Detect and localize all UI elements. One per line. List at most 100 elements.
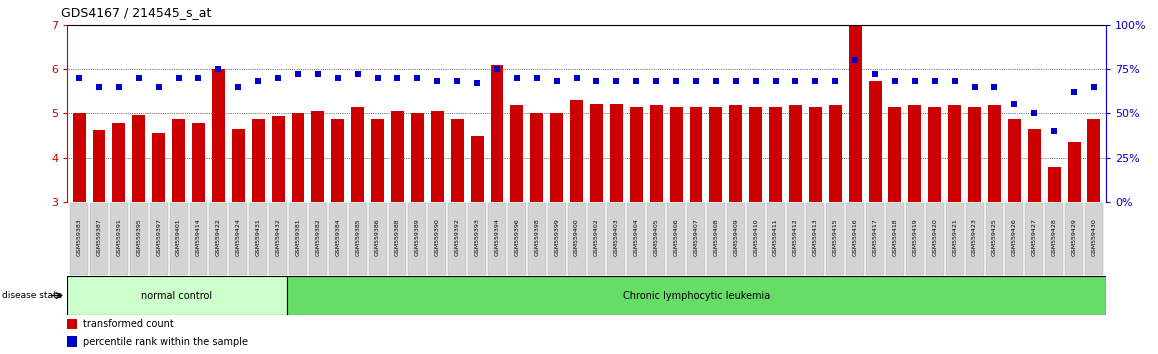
Point [428, 79, 447, 84]
Bar [1046, 202, 1063, 275]
Point [349, 72, 367, 77]
Bar [866, 202, 884, 275]
Bar [1025, 202, 1043, 275]
Text: GSM559413: GSM559413 [813, 218, 818, 256]
Point [687, 79, 705, 84]
Text: GSM559422: GSM559422 [215, 218, 221, 256]
Bar [786, 202, 805, 275]
Bar [587, 202, 606, 275]
Point [626, 79, 645, 84]
Bar [868, 81, 881, 202]
Bar [789, 105, 802, 202]
Point [726, 79, 745, 84]
Bar [730, 105, 742, 202]
Bar [548, 202, 565, 275]
Bar [290, 202, 307, 275]
Text: GSM559408: GSM559408 [713, 219, 718, 256]
Point [548, 79, 566, 84]
Point [1085, 84, 1104, 90]
Text: Chronic lymphocytic leukemia: Chronic lymphocytic leukemia [623, 291, 770, 301]
Bar [829, 105, 842, 202]
Bar [849, 9, 862, 202]
Bar [567, 202, 586, 275]
Bar [470, 136, 484, 202]
Text: GSM559404: GSM559404 [633, 218, 639, 256]
Bar [1005, 202, 1024, 275]
Bar [269, 202, 287, 275]
Text: GSM559386: GSM559386 [375, 219, 380, 256]
Text: GSM559410: GSM559410 [753, 219, 758, 256]
Bar [1068, 142, 1080, 202]
Bar [251, 119, 265, 202]
Point [110, 84, 129, 90]
Point [747, 79, 765, 84]
Text: GSM559388: GSM559388 [395, 219, 400, 256]
Point [288, 72, 307, 77]
Point [229, 84, 248, 90]
Point [507, 75, 526, 81]
Point [706, 79, 725, 84]
Bar [292, 113, 305, 202]
Point [210, 66, 228, 72]
Point [249, 79, 267, 84]
Bar [468, 202, 486, 275]
Text: GSM559402: GSM559402 [594, 218, 599, 256]
Point [966, 84, 984, 90]
Bar [528, 202, 545, 275]
Bar [192, 123, 205, 202]
Bar [409, 202, 426, 275]
Bar [312, 111, 324, 202]
Text: GSM559430: GSM559430 [1092, 218, 1097, 256]
Bar [67, 319, 78, 329]
Text: GSM559397: GSM559397 [156, 218, 161, 256]
Bar [287, 276, 1106, 315]
Bar [73, 113, 86, 202]
Bar [431, 111, 444, 202]
Point [886, 79, 904, 84]
Point [786, 79, 805, 84]
Text: GSM559421: GSM559421 [952, 218, 958, 256]
Text: GSM559427: GSM559427 [1032, 218, 1036, 256]
Bar [608, 202, 625, 275]
Text: GSM559407: GSM559407 [694, 218, 698, 256]
Bar [389, 202, 406, 275]
Bar [747, 202, 764, 275]
Bar [888, 107, 901, 202]
Bar [1028, 129, 1041, 202]
Text: disease state: disease state [2, 291, 63, 300]
Point [945, 79, 963, 84]
Bar [806, 202, 824, 275]
Text: GSM559401: GSM559401 [176, 219, 181, 256]
Text: GSM559398: GSM559398 [534, 218, 540, 256]
Bar [511, 105, 523, 202]
Point [69, 75, 88, 81]
Point [906, 79, 924, 84]
Bar [985, 202, 1004, 275]
Point [408, 75, 426, 81]
Text: GSM559396: GSM559396 [514, 218, 520, 256]
Text: GSM559405: GSM559405 [653, 219, 659, 256]
Text: GSM559425: GSM559425 [992, 218, 997, 256]
Bar [1007, 119, 1021, 202]
Text: GSM559395: GSM559395 [137, 218, 141, 256]
Bar [309, 202, 327, 275]
Bar [351, 107, 364, 202]
Bar [212, 69, 225, 202]
Point [488, 66, 506, 72]
Text: GSM559428: GSM559428 [1051, 218, 1056, 256]
Bar [929, 107, 941, 202]
Text: GSM559400: GSM559400 [574, 219, 579, 256]
Text: GSM559391: GSM559391 [117, 218, 122, 256]
Text: GSM559382: GSM559382 [315, 218, 321, 256]
Point [89, 84, 108, 90]
Bar [769, 107, 782, 202]
Point [667, 79, 686, 84]
Bar [749, 107, 762, 202]
Bar [110, 202, 127, 275]
Point [607, 79, 625, 84]
Bar [508, 202, 526, 275]
Point [806, 79, 824, 84]
Bar [249, 202, 267, 275]
Point [309, 72, 328, 77]
Point [826, 79, 844, 84]
